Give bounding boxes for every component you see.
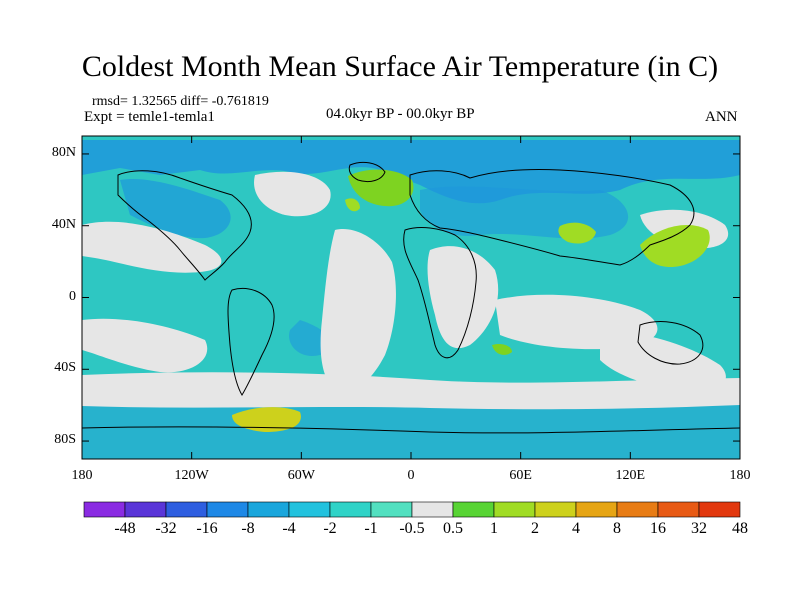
map-title: Coldest Month Mean Surface Air Temperatu… [81,50,719,83]
coastlines [82,161,740,434]
colorbar-swatch-8 [411,501,454,518]
lon-tick-label-1: 120W [174,468,209,483]
experiment-label: Expt = temle1-temla1 [84,109,215,125]
colorbar-label-9: 1 [490,520,498,537]
lon-tick-label-0: 180 [71,468,93,483]
colorbar-label-4: -4 [282,520,296,537]
lat-tick-label-2: 0 [69,288,76,304]
colorbar-swatch-12 [575,501,618,518]
lon-tick-label-4: 60E [509,468,532,483]
lat-tick-label-3: 40S [54,360,76,376]
colorbar-label-12: 8 [613,520,621,537]
colorbar [83,501,741,518]
colorbar-swatch-13 [616,501,659,518]
lon-tick-label-6: 180 [729,468,751,483]
colorbar-label-8: 0.5 [443,520,463,537]
colorbar-swatch-5 [288,501,331,518]
lat-tick-label-4: 80S [54,432,76,448]
season-label: ANN [705,109,738,125]
lon-tick-label-2: 60W [287,468,315,483]
colorbar-swatch-15 [698,501,741,518]
colorbar-swatch-9 [452,501,495,518]
period-label: 04.0kyr BP - 00.0kyr BP [326,106,475,122]
colorbar-swatch-0 [83,501,126,518]
colorbar-label-13: 16 [650,520,666,537]
colorbar-label-11: 4 [572,520,580,537]
colorbar-swatch-14 [657,501,700,518]
colorbar-label-10: 2 [531,520,539,537]
colorbar-label-3: -8 [241,520,255,537]
colorbar-label-6: -1 [364,520,378,537]
colorbar-label-1: -32 [155,520,177,537]
colorbar-swatch-1 [124,501,167,518]
colorbar-label-7: -0.5 [399,520,425,537]
lon-tick-label-5: 120E [615,468,646,483]
colorbar-swatch-4 [247,501,290,518]
colorbar-swatch-6 [329,501,372,518]
axis-ticks [81,136,741,459]
temperature-field [82,136,740,459]
colorbar-label-5: -2 [323,520,337,537]
colorbar-label-2: -16 [196,520,218,537]
colorbar-label-0: -48 [114,520,136,537]
colorbar-swatch-10 [493,501,536,518]
colorbar-swatch-2 [165,501,208,518]
lat-tick-label-1: 40N [51,216,76,232]
lat-tick-label-0: 80N [51,144,76,160]
colorbar-label-15: 48 [732,520,748,537]
colorbar-swatch-11 [534,501,577,518]
colorbar-label-14: 32 [691,520,707,537]
rmsd-stat: rmsd= 1.32565 diff= -0.761819 [92,94,269,109]
colorbar-swatch-3 [206,501,249,518]
lon-tick-label-3: 0 [407,468,415,483]
colorbar-swatch-7 [370,501,413,518]
